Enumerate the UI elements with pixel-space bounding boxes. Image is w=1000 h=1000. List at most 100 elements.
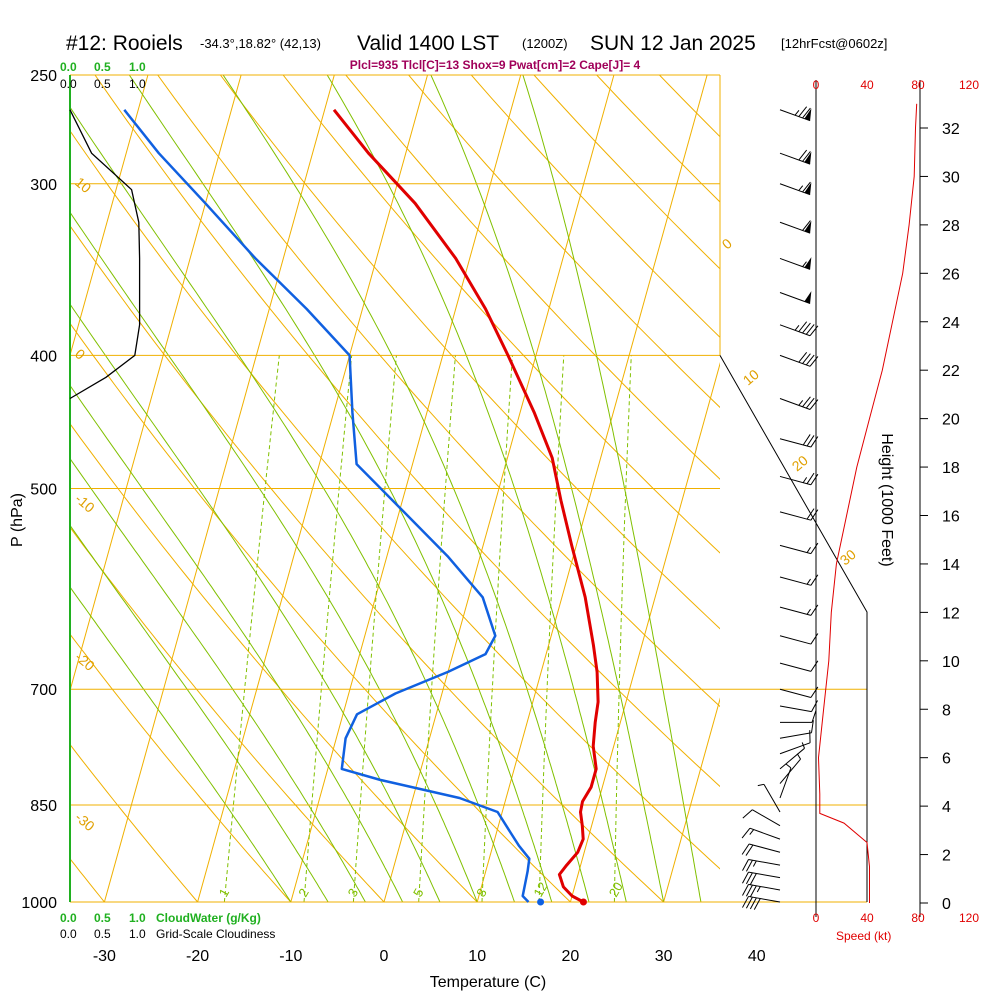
cloudwater-bottom-0: 0.0 xyxy=(60,911,77,925)
height-tick-label: 24 xyxy=(942,315,960,332)
dry-adiabat xyxy=(70,422,478,902)
pressure-tick-label: 250 xyxy=(30,68,57,85)
moist-adiabat xyxy=(70,211,478,902)
isotherm-label: 10 xyxy=(740,366,762,388)
mixing-ratio-label: 5 xyxy=(410,886,427,900)
cloudiness-top-1: 0.5 xyxy=(94,77,111,91)
station-coords: -34.3°,18.82° (42,13) xyxy=(200,36,321,51)
pressure-tick-label: 1000 xyxy=(21,895,57,912)
speed-top-1: 40 xyxy=(860,78,874,92)
stability-indices: Plcl=935 Tlcl[C]=13 Shox=9 Pwat[cm]=2 Ca… xyxy=(350,58,641,72)
height-tick-label: 8 xyxy=(942,702,951,719)
wind-barb xyxy=(779,220,812,234)
wind-barb xyxy=(779,660,819,672)
temperature-tick-label: 10 xyxy=(468,948,486,965)
moist-adiabat xyxy=(70,303,441,902)
mixing-ratio-line xyxy=(613,355,632,902)
cloudiness-top-0: 0.0 xyxy=(60,77,77,91)
mixing-ratio-label: 2 xyxy=(295,886,312,900)
height-tick-label: 20 xyxy=(942,412,960,429)
isotherm-label: -10 xyxy=(72,490,98,515)
surface-temperature-marker xyxy=(579,898,587,906)
speed-bottom-3: 120 xyxy=(959,911,979,925)
temperature-tick-label: 30 xyxy=(655,948,673,965)
height-tick-label: 10 xyxy=(942,654,960,671)
temperature-tick-label: 20 xyxy=(562,948,580,965)
pressure-tick-label: 850 xyxy=(30,798,57,815)
dry-adiabat xyxy=(70,224,664,902)
forecast-label: [12hrFcst@0602z] xyxy=(781,36,887,51)
mixing-ratio-line xyxy=(352,355,397,902)
dry-adiabat xyxy=(94,75,720,788)
right-edge-skew xyxy=(719,355,868,902)
moist-adiabat xyxy=(430,75,665,902)
dry-adiabat xyxy=(470,75,720,338)
height-tick-label: 4 xyxy=(942,799,951,816)
speed-axis-label: Speed (kt) xyxy=(836,929,891,943)
wind-barb xyxy=(741,827,781,840)
cloudiness-profile xyxy=(69,109,141,400)
station-title: #12: Rooiels xyxy=(66,32,183,55)
isotherm-line xyxy=(663,697,720,902)
wind-barb xyxy=(779,730,811,755)
cloudiness-top-2: 1.0 xyxy=(129,77,146,91)
dry-adiabat xyxy=(70,633,292,902)
mixing-ratio-label: 12 xyxy=(530,879,550,899)
wind-barb xyxy=(779,763,792,799)
wind-barb xyxy=(779,686,819,698)
isotherm-line xyxy=(850,75,1000,902)
wind-barb xyxy=(757,783,781,813)
wind-barb xyxy=(779,700,818,713)
wind-barb xyxy=(742,859,781,872)
isotherm-label: 10 xyxy=(72,174,94,196)
pressure-tick-label: 400 xyxy=(30,348,57,365)
cloudwater-top-2: 1.0 xyxy=(129,60,146,74)
moist-adiabat xyxy=(326,75,627,902)
speed-top-0: 0 xyxy=(813,78,820,92)
isotherm-label: 0 xyxy=(72,345,88,362)
wind-barb xyxy=(779,181,812,196)
moist-adiabat xyxy=(222,75,590,902)
x-axis-label: Temperature (C) xyxy=(430,974,546,991)
wind-barb xyxy=(779,257,812,270)
height-tick-label: 18 xyxy=(942,460,960,477)
cloudiness-bottom-1: 0.5 xyxy=(94,927,111,941)
height-tick-label: 26 xyxy=(942,266,960,283)
y2-axis-label: Height (1000 Feet) xyxy=(878,433,895,566)
speed-top-2: 80 xyxy=(911,78,925,92)
surface-dewpoint-marker xyxy=(537,898,545,906)
wind-barb xyxy=(779,472,819,486)
isotherm-label: 0 xyxy=(719,235,735,252)
sounding-profiles xyxy=(69,103,918,906)
mixing-ratio-line xyxy=(223,355,280,902)
height-tick-label: 6 xyxy=(942,751,951,768)
moist-adiabat xyxy=(70,457,366,902)
height-tick-label: 16 xyxy=(942,509,960,526)
wind-barb xyxy=(779,742,805,770)
cloudwater-bottom-2: 1.0 xyxy=(129,911,146,925)
dry-adiabat xyxy=(70,322,571,902)
wind-barb xyxy=(779,604,819,616)
temperature-tick-label: 0 xyxy=(380,948,389,965)
isotherm-label: 20 xyxy=(789,452,811,474)
dry-adiabat xyxy=(345,75,720,480)
height-tick-label: 0 xyxy=(942,896,951,913)
height-tick-label: 12 xyxy=(942,605,960,622)
wind-barb xyxy=(779,633,819,645)
dry-adiabat xyxy=(408,75,720,409)
height-tick-label: 30 xyxy=(942,169,960,186)
isotherm-label: -30 xyxy=(72,809,98,834)
cloudwater-bottom-1: 0.5 xyxy=(94,911,111,925)
speed-top-3: 120 xyxy=(959,78,979,92)
pressure-tick-label: 300 xyxy=(30,177,57,194)
wind-barb xyxy=(779,321,819,337)
height-tick-label: 14 xyxy=(942,557,960,574)
moist-adiabat xyxy=(70,524,329,902)
dry-adiabat xyxy=(220,75,720,630)
dry-adiabat xyxy=(70,743,198,902)
wind-barb xyxy=(779,720,814,739)
valid-utc: (1200Z) xyxy=(522,36,568,51)
temperature-profile xyxy=(332,108,600,904)
